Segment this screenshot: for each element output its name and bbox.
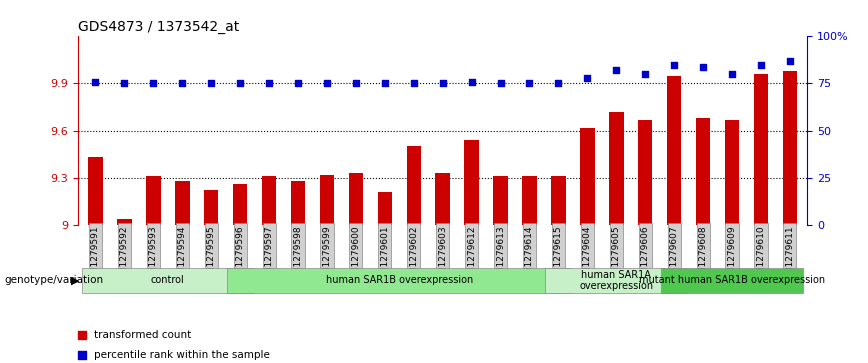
Point [696,64,710,69]
Text: GSM1279593: GSM1279593 [148,225,158,286]
Text: GSM1279600: GSM1279600 [352,225,360,286]
Text: transformed count: transformed count [94,330,192,340]
Bar [725,120,740,225]
Text: GSM1279604: GSM1279604 [582,225,592,286]
Point [320,81,334,86]
Bar [436,173,450,225]
Point [609,68,623,73]
Text: control: control [151,276,185,285]
Bar [291,181,306,225]
FancyBboxPatch shape [545,268,687,293]
Point [175,81,189,86]
Point [469,267,483,273]
Point [667,62,681,68]
Point [581,75,595,81]
Point [638,71,652,77]
Text: GSM1279594: GSM1279594 [178,225,187,286]
Point [436,81,450,86]
Text: genotype/variation: genotype/variation [4,275,103,285]
Text: GSM1279614: GSM1279614 [525,225,534,286]
FancyBboxPatch shape [227,268,571,293]
Point [89,79,102,85]
Bar [175,181,189,225]
Point [494,81,508,86]
Bar [319,175,334,225]
Text: percentile rank within the sample: percentile rank within the sample [94,350,270,360]
Bar [464,140,479,225]
Point [469,81,483,87]
Text: GSM1279597: GSM1279597 [265,225,273,286]
Point [291,81,305,86]
Bar [696,118,710,225]
Point [783,58,797,64]
Text: GSM1279612: GSM1279612 [467,225,477,286]
Bar [783,71,797,225]
Text: GSM1279608: GSM1279608 [699,225,707,286]
Point [464,79,478,85]
Text: human SAR1B overexpression: human SAR1B overexpression [326,276,473,285]
Point [725,71,739,77]
Text: ▶: ▶ [71,275,80,285]
Text: GDS4873 / 1373542_at: GDS4873 / 1373542_at [78,20,240,34]
Point [233,81,247,86]
Text: GSM1279610: GSM1279610 [756,225,766,286]
Bar [233,184,247,225]
Point [754,62,768,68]
Bar [551,176,566,225]
Text: GSM1279605: GSM1279605 [612,225,621,286]
Text: human SAR1A
overexpression: human SAR1A overexpression [579,270,654,291]
FancyBboxPatch shape [661,268,803,293]
Text: GSM1279606: GSM1279606 [641,225,650,286]
Text: GSM1279598: GSM1279598 [293,225,303,286]
Point [204,81,218,86]
Text: GSM1279595: GSM1279595 [207,225,216,286]
Bar [638,120,653,225]
Point [262,81,276,86]
Text: GSM1279609: GSM1279609 [727,225,737,286]
Text: GSM1279613: GSM1279613 [496,225,505,286]
Point [349,81,363,86]
Text: GSM1279611: GSM1279611 [786,225,794,286]
Bar [493,176,508,225]
Text: GSM1279601: GSM1279601 [380,225,390,286]
Bar [146,176,161,225]
Point [117,81,131,86]
Bar [753,74,768,225]
Bar [89,158,102,225]
Text: mutant human SAR1B overexpression: mutant human SAR1B overexpression [639,276,825,285]
Bar [580,127,595,225]
Point [407,81,421,86]
Text: GSM1279602: GSM1279602 [409,225,418,286]
Text: GSM1279596: GSM1279596 [235,225,245,286]
Point [551,81,565,86]
Point [523,81,536,86]
Bar [667,76,681,225]
Bar [609,112,623,225]
Bar [406,146,421,225]
Point [147,81,161,86]
Bar [523,176,536,225]
Point [378,81,391,86]
Bar [204,191,219,225]
Text: GSM1279599: GSM1279599 [322,225,332,286]
Text: GSM1279603: GSM1279603 [438,225,447,286]
Text: GSM1279592: GSM1279592 [120,225,129,286]
Bar [349,173,363,225]
Text: GSM1279591: GSM1279591 [91,225,100,286]
Text: GSM1279607: GSM1279607 [669,225,679,286]
Bar [378,192,392,225]
Bar [117,219,132,225]
Bar [262,176,276,225]
FancyBboxPatch shape [82,268,253,293]
Text: GSM1279615: GSM1279615 [554,225,563,286]
